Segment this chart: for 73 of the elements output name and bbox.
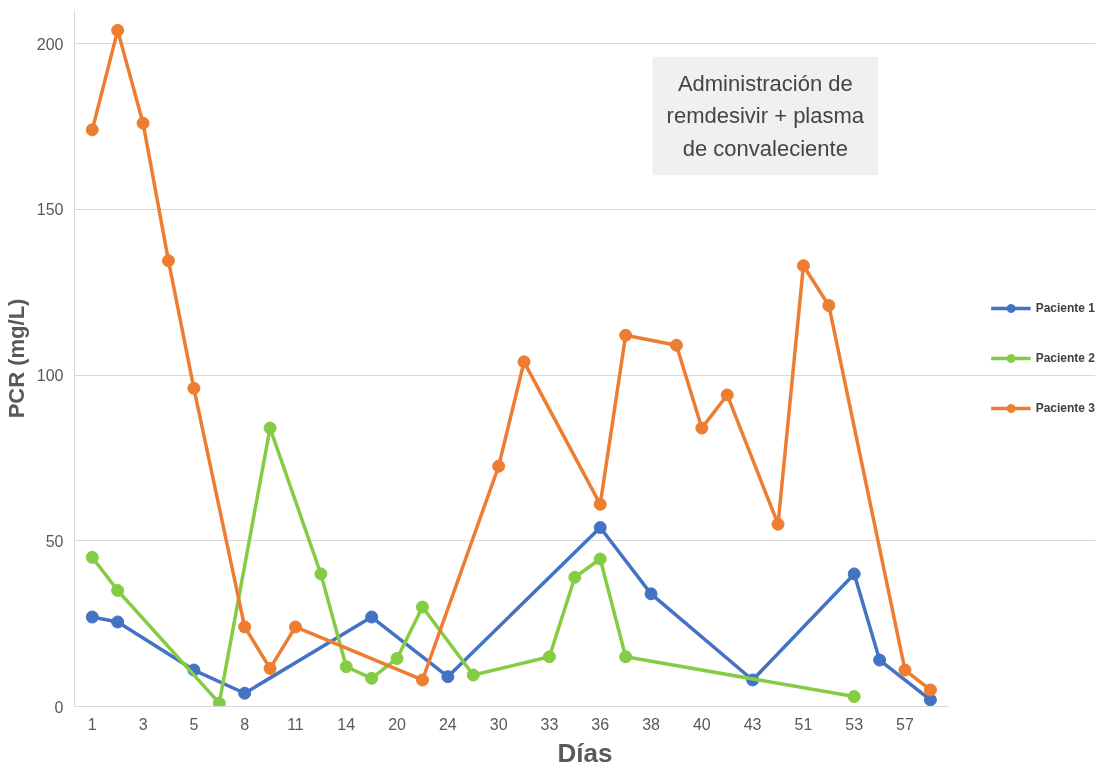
x-axis-title: Días xyxy=(557,737,613,768)
point xyxy=(771,517,785,531)
point xyxy=(492,459,506,473)
point xyxy=(898,663,912,677)
point xyxy=(161,254,175,268)
legend-label: Paciente 3 xyxy=(1035,401,1095,415)
point xyxy=(619,328,633,342)
point xyxy=(111,584,125,597)
point xyxy=(593,497,607,511)
point xyxy=(619,650,633,664)
point xyxy=(923,683,937,697)
point xyxy=(85,123,99,137)
x-tick-label: 38 xyxy=(642,715,661,733)
x-tick-label: 36 xyxy=(591,715,610,733)
point xyxy=(187,381,201,395)
point xyxy=(85,610,99,624)
x-tick-label: 8 xyxy=(240,715,250,733)
point xyxy=(365,610,379,624)
x-tick-label: 20 xyxy=(388,715,407,733)
point xyxy=(415,600,429,614)
point xyxy=(720,388,734,402)
point xyxy=(263,661,277,675)
y-tick-label: 0 xyxy=(54,698,64,716)
point xyxy=(314,567,328,581)
x-tick-label: 5 xyxy=(189,715,199,733)
point xyxy=(796,259,810,273)
point xyxy=(85,550,99,564)
y-tick-label: 200 xyxy=(36,35,64,53)
point xyxy=(263,421,277,435)
x-tick-label: 11 xyxy=(287,715,304,733)
point xyxy=(873,653,887,667)
point xyxy=(238,686,252,700)
point xyxy=(238,620,252,634)
annotation: Administración de remdesivir + plasma de convaleciente xyxy=(666,70,865,161)
x-tick-label: 1 xyxy=(87,715,97,733)
y-tick-label: 50 xyxy=(45,532,64,550)
x-tick-label: 40 xyxy=(692,715,711,733)
x-tick-label: 53 xyxy=(845,715,864,733)
point xyxy=(441,670,455,684)
x-tick-label: 24 xyxy=(438,715,457,733)
point xyxy=(593,552,607,566)
y-axis-title: PCR (mg/L) xyxy=(3,298,29,419)
y-tick-label: 150 xyxy=(36,201,64,219)
point xyxy=(212,696,226,707)
point xyxy=(695,421,709,435)
point xyxy=(390,651,404,665)
point xyxy=(517,355,531,369)
point xyxy=(644,587,658,601)
x-tick-label: 30 xyxy=(489,715,508,733)
x-tick-label: 57 xyxy=(896,715,915,733)
legend-label: Paciente 2 xyxy=(1035,351,1095,365)
legend-label: Paciente 1 xyxy=(1035,301,1095,315)
y-tick-label: 100 xyxy=(36,367,64,385)
point xyxy=(669,338,683,352)
point xyxy=(111,615,125,629)
x-tick-label: 14 xyxy=(337,715,356,733)
point xyxy=(136,116,150,130)
point xyxy=(111,23,125,37)
point xyxy=(542,650,556,664)
x-tick-label: 33 xyxy=(540,715,559,733)
point xyxy=(365,671,379,685)
x-tick-label: 43 xyxy=(743,715,762,733)
point xyxy=(288,620,302,634)
x-tick-label: 51 xyxy=(794,715,813,733)
point xyxy=(415,673,429,687)
point xyxy=(847,690,861,704)
point xyxy=(593,521,607,535)
x-tick-label: 3 xyxy=(138,715,148,733)
point xyxy=(339,660,353,674)
point xyxy=(822,298,836,312)
point xyxy=(466,668,480,682)
point xyxy=(847,567,861,581)
point xyxy=(568,570,582,584)
